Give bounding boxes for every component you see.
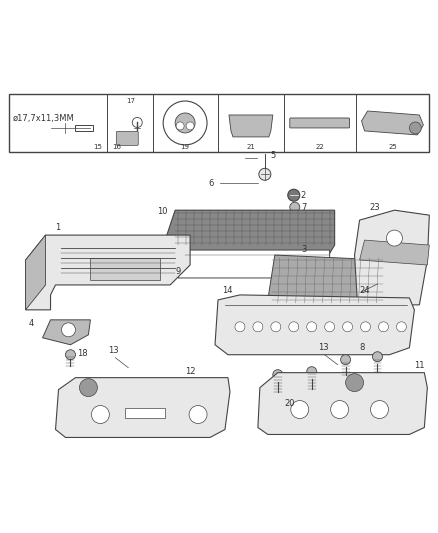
Text: 19: 19 [180,144,190,150]
Polygon shape [258,373,427,434]
Circle shape [273,370,283,379]
Circle shape [378,322,389,332]
Text: ø17,7x11,3MM: ø17,7x11,3MM [13,115,74,124]
Circle shape [79,378,97,397]
Circle shape [235,322,245,332]
Text: 17: 17 [126,98,135,103]
Circle shape [259,168,271,180]
Polygon shape [360,240,429,265]
Circle shape [271,322,281,332]
Circle shape [410,122,421,134]
Polygon shape [25,235,190,310]
Circle shape [386,230,403,246]
Polygon shape [42,320,90,345]
Text: 7: 7 [302,203,307,212]
FancyBboxPatch shape [290,118,350,128]
Text: 3: 3 [302,245,307,254]
Polygon shape [268,255,385,305]
Circle shape [132,117,142,127]
Polygon shape [361,111,424,135]
Bar [9,94,429,152]
Text: 12: 12 [185,367,196,376]
Bar [90,258,160,280]
Text: 13: 13 [108,346,119,355]
Circle shape [341,355,350,365]
Polygon shape [215,295,414,355]
Circle shape [61,323,75,337]
Circle shape [360,322,371,332]
Text: 22: 22 [315,144,324,150]
FancyBboxPatch shape [117,132,138,146]
Text: 1: 1 [56,223,61,232]
Text: 11: 11 [414,361,425,370]
Polygon shape [229,115,273,137]
Polygon shape [56,378,230,438]
Circle shape [396,322,406,332]
Text: 18: 18 [78,349,88,358]
Text: 5: 5 [271,151,276,160]
Text: 25: 25 [388,144,397,150]
Text: 8: 8 [360,343,365,352]
Circle shape [92,406,110,424]
Text: 21: 21 [247,144,255,150]
Bar [75,125,93,131]
Text: 15: 15 [93,144,102,150]
Text: 14: 14 [222,286,233,295]
Text: 20: 20 [285,399,295,408]
Circle shape [175,113,195,133]
Polygon shape [178,250,330,278]
Circle shape [291,401,309,418]
Text: 9: 9 [175,267,180,276]
Circle shape [372,352,382,362]
Bar [125,408,165,417]
Text: 2: 2 [301,191,306,200]
Text: 10: 10 [157,207,168,216]
Circle shape [343,322,353,332]
Text: 4: 4 [28,319,34,328]
Circle shape [189,406,207,424]
Polygon shape [162,210,335,270]
Circle shape [186,122,194,130]
Text: 23: 23 [370,203,380,212]
Circle shape [307,367,317,377]
Circle shape [331,401,349,418]
Text: 16: 16 [112,144,121,150]
Circle shape [371,401,389,418]
Circle shape [307,322,317,332]
Text: 24: 24 [360,286,370,295]
Circle shape [288,189,300,201]
Polygon shape [25,235,46,310]
Polygon shape [355,210,429,305]
Circle shape [163,101,207,145]
Circle shape [66,350,75,360]
Circle shape [253,322,263,332]
Circle shape [346,374,364,392]
Text: 6: 6 [208,179,213,188]
Text: 13: 13 [318,343,328,352]
Circle shape [176,122,184,130]
Circle shape [289,322,299,332]
Circle shape [290,202,300,212]
Circle shape [325,322,335,332]
